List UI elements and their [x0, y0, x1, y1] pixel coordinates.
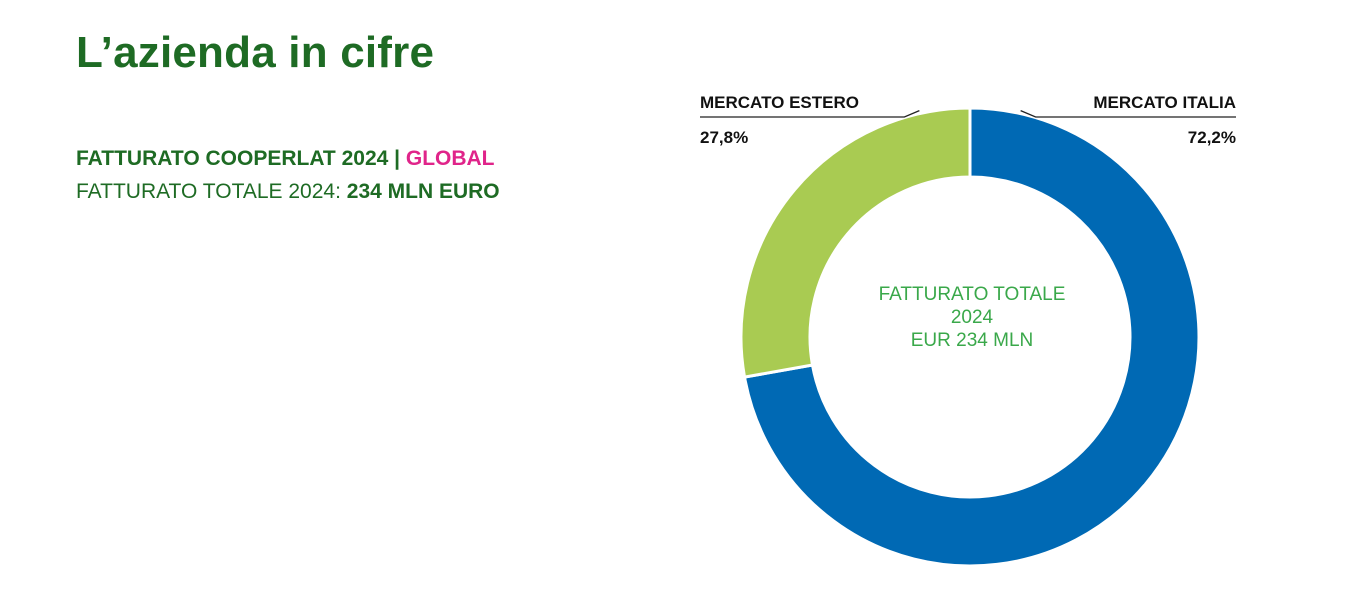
slice-labels: MERCATO ITALIA 72,2% MERCATO ESTERO 27,8%	[700, 93, 1236, 147]
revenue-heading-text: FATTURATO COOPERLAT 2024 |	[76, 147, 406, 170]
total-revenue-value: 234 MLN EURO	[346, 180, 500, 203]
center-text-line: 2024	[951, 307, 994, 328]
leader-line-mercato-estero	[700, 109, 920, 118]
center-text-line: FATTURATO TOTALE	[879, 284, 1066, 305]
donut-slices	[739, 106, 1201, 568]
slice-mercato-italia	[742, 106, 1201, 568]
leader-line-mercato-italia	[1020, 109, 1236, 118]
page-title: L’azienda in cifre	[76, 28, 435, 77]
center-text-line: EUR 234 MLN	[911, 330, 1034, 351]
slice-value-mercato-italia: 72,2%	[1188, 128, 1236, 147]
leader-lines	[700, 109, 1236, 118]
slice-name-mercato-italia: MERCATO ITALIA	[1093, 93, 1236, 112]
slice-name-mercato-estero: MERCATO ESTERO	[700, 93, 859, 112]
revenue-heading-accent: GLOBAL	[405, 147, 495, 170]
slice-value-mercato-estero: 27,8%	[700, 128, 748, 147]
total-revenue-text: FATTURATO TOTALE 2024:	[76, 180, 347, 203]
revenue-heading: FATTURATO COOPERLAT 2024 | GLOBAL	[76, 147, 495, 171]
slice-mercato-estero	[739, 106, 972, 379]
total-revenue-line: FATTURATO TOTALE 2024: 234 MLN EURO	[76, 180, 500, 204]
